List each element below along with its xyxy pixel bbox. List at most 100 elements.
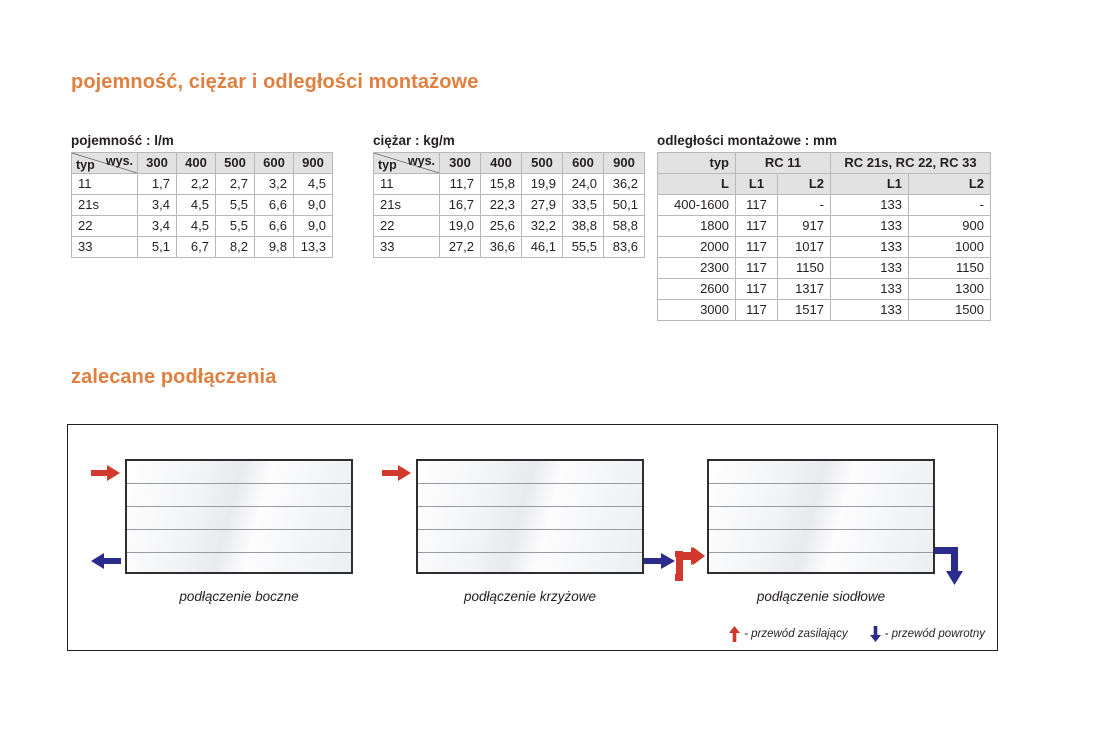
cell: 133 <box>830 215 909 237</box>
table-row: 2300 117 1150 133 1150 <box>657 257 991 279</box>
cell: 19,0 <box>439 215 481 237</box>
mounting-table-caption: odległości montażowe : mm <box>657 133 838 148</box>
cell: 1,7 <box>137 173 177 195</box>
connections-title: zalecane podłączenia <box>71 366 277 388</box>
subheader-b-l2: L2 <box>908 173 991 195</box>
row-label: 11 <box>373 173 440 195</box>
row-label: 11 <box>71 173 138 195</box>
cell: 24,0 <box>562 173 604 195</box>
row-label: 400-1600 <box>657 194 736 216</box>
radiator-panel <box>416 459 644 574</box>
legend-item-supply: - przewód zasilający <box>729 626 848 642</box>
diagram-caption: podłączenie siodłowe <box>756 589 886 604</box>
cell: 133 <box>830 257 909 279</box>
table-row: 3000 117 1517 133 1500 <box>657 299 991 321</box>
subheader-b-l1: L1 <box>830 173 909 195</box>
arrow-down-blue-icon <box>869 626 881 642</box>
diagram-cross-connection: podłączenie krzyżowe <box>382 459 675 604</box>
cell: 4,5 <box>176 194 216 216</box>
cell: 46,1 <box>521 236 563 258</box>
cell: 1500 <box>908 299 991 321</box>
table-header-row-sub: L L1 L2 L1 L2 <box>657 173 991 195</box>
cell: 133 <box>830 299 909 321</box>
row-label: 2000 <box>657 236 736 258</box>
capacity-table: wys. typ 300 400 500 600 900 11 1,7 2,2 … <box>71 152 333 258</box>
group-header-rc11: RC 11 <box>735 152 831 174</box>
corner-header-cell: wys. typ <box>71 152 138 174</box>
cell: 50,1 <box>603 194 645 216</box>
group-header-rc21s-22-33: RC 21s, RC 22, RC 33 <box>830 152 991 174</box>
cell: 83,6 <box>603 236 645 258</box>
cell: 917 <box>777 215 831 237</box>
table-row: 2600 117 1317 133 1300 <box>657 278 991 300</box>
diagonal-divider-icon <box>374 153 439 173</box>
cell: 1517 <box>777 299 831 321</box>
row-label: 1800 <box>657 215 736 237</box>
subheader-l: L <box>657 173 736 195</box>
cell: 1017 <box>777 236 831 258</box>
mounting-table: typ RC 11 RC 21s, RC 22, RC 33 L L1 L2 L… <box>657 152 991 321</box>
diagram-legend: - przewód zasilający - przewód powrotny <box>729 626 985 642</box>
cell: - <box>777 194 831 216</box>
cell: 2,7 <box>215 173 255 195</box>
cell: 117 <box>735 299 778 321</box>
subheader-a-l1: L1 <box>735 173 778 195</box>
table-row: 1800 117 917 133 900 <box>657 215 991 237</box>
column-header: 500 <box>215 152 255 174</box>
corner-top-label: wys. <box>105 154 133 168</box>
cell: 19,9 <box>521 173 563 195</box>
diagram-caption: podłączenie krzyżowe <box>463 589 597 604</box>
cell: 27,2 <box>439 236 481 258</box>
cell: 133 <box>830 236 909 258</box>
column-header: 900 <box>603 152 645 174</box>
cell: 4,5 <box>176 215 216 237</box>
table-row: 11 1,7 2,2 2,7 3,2 4,5 <box>71 173 333 195</box>
table-row: 2000 117 1017 133 1000 <box>657 236 991 258</box>
cell: 117 <box>735 278 778 300</box>
cell: 38,8 <box>562 215 604 237</box>
column-header: 600 <box>254 152 294 174</box>
capacity-table-caption: pojemność : l/m <box>71 133 174 148</box>
radiator-panel <box>125 459 353 574</box>
row-label: 21s <box>71 194 138 216</box>
cell: 117 <box>735 257 778 279</box>
arrow-right-blue-icon <box>644 553 675 569</box>
cell: 900 <box>908 215 991 237</box>
diagram-side-connection: podłączenie boczne <box>91 459 353 604</box>
weight-table: wys. typ 300 400 500 600 900 11 11,7 15,… <box>373 152 645 258</box>
cell: - <box>908 194 991 216</box>
legend-supply-label: - przewód zasilający <box>744 628 848 640</box>
cell: 22,3 <box>480 194 522 216</box>
table-row: 400-1600 117 - 133 - <box>657 194 991 216</box>
cell: 55,5 <box>562 236 604 258</box>
cell: 36,6 <box>480 236 522 258</box>
weight-table-caption: ciężar : kg/m <box>373 133 455 148</box>
cell: 58,8 <box>603 215 645 237</box>
table-row: 21s 3,4 4,5 5,5 6,6 9,0 <box>71 194 333 216</box>
cell: 1317 <box>777 278 831 300</box>
cell: 133 <box>830 278 909 300</box>
cell: 117 <box>735 236 778 258</box>
corner-bottom-label: typ <box>76 158 95 172</box>
cell: 117 <box>735 215 778 237</box>
row-label: 33 <box>373 236 440 258</box>
cell: 2,2 <box>176 173 216 195</box>
arrow-up-right-red-icon <box>675 547 705 581</box>
cell: 1150 <box>908 257 991 279</box>
table-header-row-groups: typ RC 11 RC 21s, RC 22, RC 33 <box>657 152 991 174</box>
column-header: 600 <box>562 152 604 174</box>
table-header-row: wys. typ 300 400 500 600 900 <box>71 152 333 174</box>
column-header: 400 <box>480 152 522 174</box>
diagonal-divider-icon <box>72 153 137 173</box>
mounting-table-block: odległości montażowe : mm typ RC 11 RC 2… <box>657 133 991 321</box>
table-header-row: wys. typ 300 400 500 600 900 <box>373 152 645 174</box>
cell: 117 <box>735 194 778 216</box>
corner-header-cell: wys. typ <box>373 152 440 174</box>
page-title: pojemność, ciężar i odległości montażowe <box>71 71 479 93</box>
row-label: 2300 <box>657 257 736 279</box>
table-row: 22 3,4 4,5 5,5 6,6 9,0 <box>71 215 333 237</box>
cell: 1300 <box>908 278 991 300</box>
corner-top-label: wys. <box>407 154 435 168</box>
column-header: 300 <box>439 152 481 174</box>
arrow-right-red-icon <box>382 465 411 481</box>
